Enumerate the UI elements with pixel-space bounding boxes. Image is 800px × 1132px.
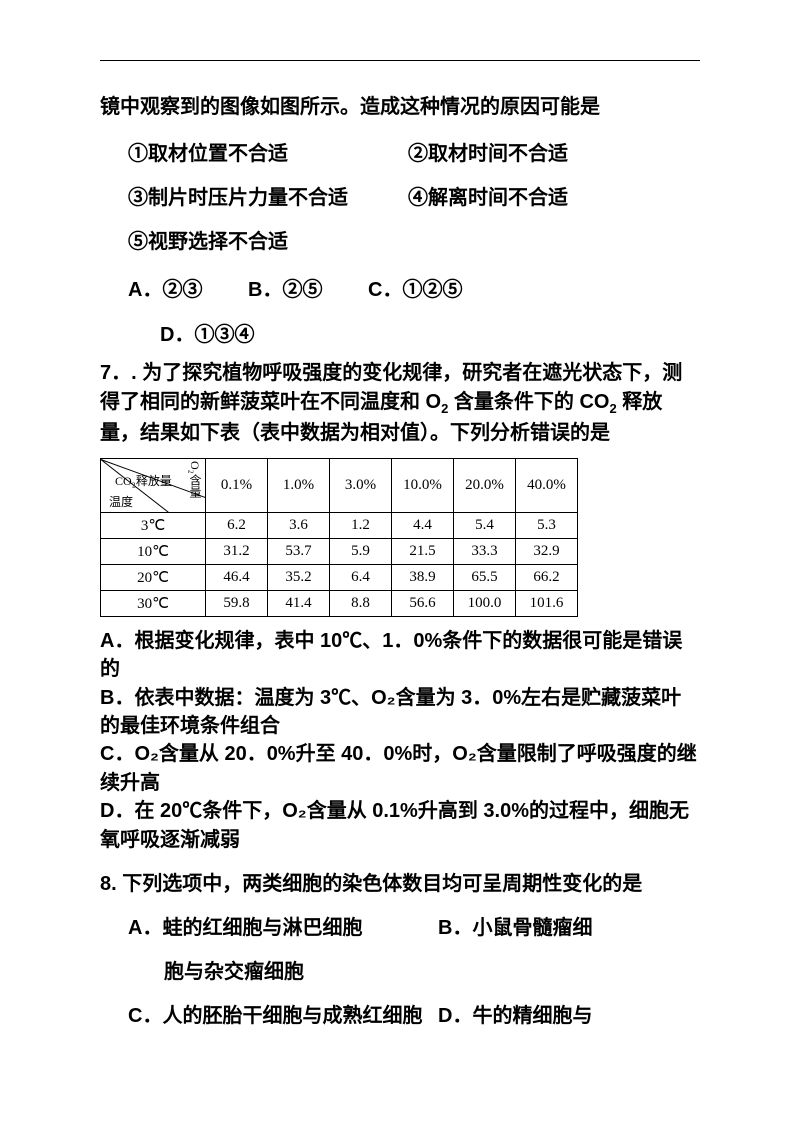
q6-choices: A．②③ B．②⑤ C．①②⑤ (100, 268, 700, 312)
q8-options: A．蛙的红细胞与淋巴细胞 B．小鼠骨髓瘤细 胞与杂交瘤细胞 C．人的胚胎干细胞与… (100, 906, 700, 1038)
q6-opt2: ②取材时间不合适 (408, 132, 688, 176)
row-label: 30℃ (101, 590, 206, 616)
row-label: 10℃ (101, 538, 206, 564)
col-h: 40.0% (516, 458, 578, 512)
q7-opt-c: C．O₂含量从 20．0%升至 40．0%时，O₂含量限制了呼吸强度的继续升高 (100, 740, 700, 797)
table-corner-cell: O₂含量 CO₂释放量 温度 (101, 458, 206, 512)
col-h: 10.0% (392, 458, 454, 512)
cell: 3.6 (268, 512, 330, 538)
cell: 5.3 (516, 512, 578, 538)
cell: 46.4 (206, 564, 268, 590)
q7-stem: 7．. 为了探究植物呼吸强度的变化规律，研究者在遮光状态下，测得了相同的新鲜菠菜… (100, 359, 700, 448)
table-row: 20℃ 46.4 35.2 6.4 38.9 65.5 66.2 (101, 564, 578, 590)
hd-mid: CO₂释放量 (115, 475, 172, 488)
cell: 56.6 (392, 590, 454, 616)
q8-opt-a: A．蛙的红细胞与淋巴细胞 (128, 906, 438, 950)
col-h: 3.0% (330, 458, 392, 512)
cell: 53.7 (268, 538, 330, 564)
q6-opt1: ①取材位置不合适 (128, 132, 408, 176)
cell: 35.2 (268, 564, 330, 590)
q6-choice-c: C．①②⑤ (368, 268, 462, 312)
table-row: 30℃ 59.8 41.4 8.8 56.6 100.0 101.6 (101, 590, 578, 616)
cell: 1.2 (330, 512, 392, 538)
q8-opt-b2: 胞与杂交瘤细胞 (128, 950, 700, 994)
cell: 101.6 (516, 590, 578, 616)
row-label: 20℃ (101, 564, 206, 590)
cell: 33.3 (454, 538, 516, 564)
q6-statements: ①取材位置不合适 ②取材时间不合适 ③制片时压片力量不合适 ④解离时间不合适 ⑤… (100, 132, 700, 264)
page-top-rule (100, 60, 700, 61)
q8-opt-b1: B．小鼠骨髓瘤细 (438, 906, 592, 950)
q6-stem: 镜中观察到的图像如图所示。造成这种情况的原因可能是 (100, 88, 700, 126)
row-label: 3℃ (101, 512, 206, 538)
col-h: 0.1% (206, 458, 268, 512)
q7-s2: 含量条件下的 CO (448, 391, 609, 413)
table-row: 3℃ 6.2 3.6 1.2 4.4 5.4 5.3 (101, 512, 578, 538)
data-table: O₂含量 CO₂释放量 温度 0.1% 1.0% 3.0% 10.0% 20.0… (100, 458, 578, 617)
cell: 65.5 (454, 564, 516, 590)
cell: 5.9 (330, 538, 392, 564)
hd-bot: 温度 (109, 493, 133, 510)
hd-top: O₂含量 (188, 461, 201, 498)
q6-choice-a: A．②③ (128, 268, 202, 312)
q6-opt5: ⑤视野选择不合适 (128, 220, 700, 264)
cell: 38.9 (392, 564, 454, 590)
cell: 4.4 (392, 512, 454, 538)
cell: 100.0 (454, 590, 516, 616)
q7-opt-a: A．根据变化规律，表中 10℃、1．0%条件下的数据很可能是错误的 (100, 627, 700, 684)
cell: 66.2 (516, 564, 578, 590)
q6-choice-d: D．①③④ (100, 318, 700, 347)
cell: 31.2 (206, 538, 268, 564)
col-h: 1.0% (268, 458, 330, 512)
cell: 8.8 (330, 590, 392, 616)
cell: 32.9 (516, 538, 578, 564)
q7-table: O₂含量 CO₂释放量 温度 0.1% 1.0% 3.0% 10.0% 20.0… (100, 458, 700, 617)
q8-opt-c: C．人的胚胎干细胞与成熟红细胞 (128, 994, 438, 1038)
q7-opt-b: B．依表中数据：温度为 3℃、O₂含量为 3．0%左右是贮藏菠菜叶的最佳环境条件… (100, 684, 700, 741)
q7-s3: 2 (609, 401, 616, 416)
q6-choice-b: B．②⑤ (248, 268, 322, 312)
col-h: 20.0% (454, 458, 516, 512)
cell: 41.4 (268, 590, 330, 616)
table-row: 10℃ 31.2 53.7 5.9 21.5 33.3 32.9 (101, 538, 578, 564)
q6-opt4: ④解离时间不合适 (408, 176, 688, 220)
cell: 6.4 (330, 564, 392, 590)
cell: 21.5 (392, 538, 454, 564)
cell: 59.8 (206, 590, 268, 616)
q6-opt3: ③制片时压片力量不合适 (128, 176, 408, 220)
cell: 5.4 (454, 512, 516, 538)
table-header-row: O₂含量 CO₂释放量 温度 0.1% 1.0% 3.0% 10.0% 20.0… (101, 458, 578, 512)
q7-opt-d: D．在 20℃条件下，O₂含量从 0.1%升高到 3.0%的过程中，细胞无氧呼吸… (100, 797, 700, 854)
q8-opt-d: D．牛的精细胞与 (438, 994, 592, 1038)
q7-options: A．根据变化规律，表中 10℃、1．0%条件下的数据很可能是错误的 B．依表中数… (100, 627, 700, 854)
q8-stem: 8. 下列选项中，两类细胞的染色体数目均可呈周期性变化的是 (100, 862, 700, 906)
cell: 6.2 (206, 512, 268, 538)
